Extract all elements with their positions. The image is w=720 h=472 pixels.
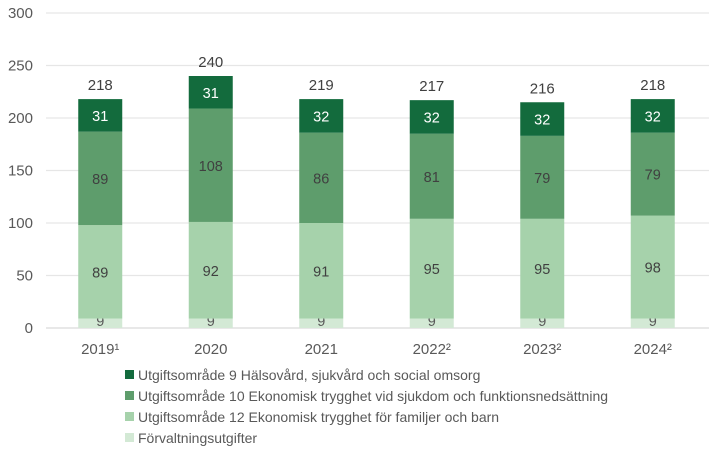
bar-segment bbox=[630, 99, 675, 133]
legend: Utgiftsområde 9 Hälsovård, sjukvård och … bbox=[125, 364, 608, 448]
segment-data-label: 89 bbox=[92, 172, 108, 188]
bar-segment bbox=[520, 318, 565, 328]
y-tick-label: 50 bbox=[16, 268, 33, 285]
x-tick-label: 2022² bbox=[413, 341, 451, 358]
bar-stack: 9 98 79 32 218 bbox=[630, 77, 675, 330]
total-data-label: 219 bbox=[309, 77, 334, 94]
legend-swatch-icon bbox=[125, 370, 134, 379]
legend-label: Utgiftsområde 10 Ekonomisk trygghet vid … bbox=[138, 387, 609, 404]
bar-segment bbox=[630, 215, 675, 319]
segment-data-label: 79 bbox=[645, 168, 661, 184]
legend-label: Utgiftsområde 9 Hälsovård, sjukvård och … bbox=[138, 366, 481, 383]
x-tick-label: 2020 bbox=[194, 341, 227, 358]
bar-segment bbox=[299, 99, 344, 133]
bar-segment bbox=[630, 132, 675, 216]
segment-data-label: 9 bbox=[649, 314, 657, 330]
bar-segment bbox=[409, 133, 454, 219]
legend-swatch-icon bbox=[125, 433, 134, 442]
segment-data-label: 108 bbox=[199, 159, 223, 175]
segment-data-label: 79 bbox=[534, 171, 550, 187]
segment-data-label: 32 bbox=[424, 110, 440, 126]
total-data-label: 217 bbox=[419, 78, 444, 95]
gridlines bbox=[46, 12, 709, 329]
segment-data-label: 32 bbox=[313, 109, 329, 125]
legend-item: Förvaltningsutgifter bbox=[125, 427, 608, 448]
bar-segment bbox=[188, 318, 233, 328]
total-data-label: 218 bbox=[88, 77, 113, 94]
x-tick-label: 2021 bbox=[305, 341, 338, 358]
x-axis: 2019¹ 2020 2021 2022² 2023² 2024² bbox=[81, 341, 672, 358]
segment-data-label: 95 bbox=[534, 262, 550, 278]
segment-data-label: 31 bbox=[203, 86, 219, 102]
bar-segment bbox=[409, 218, 454, 319]
legend-swatch-icon bbox=[125, 391, 134, 400]
x-tick-label: 2019¹ bbox=[81, 341, 119, 358]
segment-data-label: 32 bbox=[645, 109, 661, 125]
legend-swatch-icon bbox=[125, 412, 134, 421]
bar-segment bbox=[78, 131, 123, 226]
bar-segment bbox=[78, 99, 123, 132]
bar-segment bbox=[520, 218, 565, 319]
segment-data-label: 9 bbox=[317, 314, 325, 330]
bar-segment bbox=[299, 318, 344, 328]
legend-item: Utgiftsområde 12 Ekonomisk trygghet för … bbox=[125, 406, 608, 427]
y-tick-label: 100 bbox=[8, 215, 33, 232]
segment-data-label: 31 bbox=[92, 109, 108, 125]
segment-data-label: 95 bbox=[424, 262, 440, 278]
legend-label: Utgiftsområde 12 Ekonomisk trygghet för … bbox=[138, 408, 500, 425]
bar-segment bbox=[299, 223, 344, 319]
bar-segment bbox=[299, 132, 344, 223]
bar-segment bbox=[520, 102, 565, 136]
y-tick-label: 0 bbox=[25, 320, 33, 337]
segment-data-label: 92 bbox=[203, 264, 219, 280]
y-tick-label: 300 bbox=[8, 5, 33, 22]
bar-segment bbox=[78, 225, 123, 319]
y-tick-label: 250 bbox=[8, 58, 33, 75]
bar-segment bbox=[520, 135, 565, 219]
x-tick-label: 2024² bbox=[634, 341, 672, 358]
segment-data-label: 9 bbox=[207, 314, 215, 330]
total-data-label: 240 bbox=[198, 54, 223, 71]
segment-data-label: 9 bbox=[428, 314, 436, 330]
legend-label: Förvaltningsutgifter bbox=[138, 429, 258, 446]
bar-stack: 9 95 81 32 217 bbox=[409, 78, 454, 330]
legend-item: Utgiftsområde 10 Ekonomisk trygghet vid … bbox=[125, 385, 608, 406]
bar-stack: 9 91 86 32 219 bbox=[299, 77, 344, 330]
bar-segment bbox=[630, 318, 675, 328]
segment-data-label: 32 bbox=[534, 113, 550, 129]
segment-data-label: 86 bbox=[313, 171, 329, 187]
bar-segment bbox=[78, 318, 123, 328]
bar-stack: 9 89 89 31 218 bbox=[78, 77, 123, 330]
total-data-label: 218 bbox=[640, 77, 665, 94]
bar-segment bbox=[188, 108, 233, 222]
segment-data-label: 9 bbox=[538, 314, 546, 330]
segment-data-label: 91 bbox=[313, 264, 329, 280]
total-data-label: 216 bbox=[530, 80, 555, 97]
legend-item: Utgiftsområde 9 Hälsovård, sjukvård och … bbox=[125, 364, 608, 385]
segment-data-label: 89 bbox=[92, 265, 108, 281]
segment-data-label: 98 bbox=[645, 261, 661, 277]
y-tick-label: 200 bbox=[8, 110, 33, 127]
bar-segment bbox=[409, 318, 454, 328]
bar-stack: 9 92 108 31 240 bbox=[188, 54, 233, 330]
segment-data-label: 81 bbox=[424, 170, 440, 186]
bars: 9898931218992108312409918632219995813221… bbox=[78, 54, 675, 330]
y-tick-label: 150 bbox=[8, 163, 33, 180]
x-tick-label: 2023² bbox=[523, 341, 561, 358]
bar-stack: 9 95 79 32 216 bbox=[520, 80, 565, 330]
bar-segment bbox=[409, 100, 454, 134]
y-axis: 0 50 100 150 200 250 300 bbox=[8, 5, 33, 337]
bar-segment bbox=[188, 76, 233, 109]
bar-segment bbox=[188, 221, 233, 319]
segment-data-label: 9 bbox=[96, 314, 104, 330]
